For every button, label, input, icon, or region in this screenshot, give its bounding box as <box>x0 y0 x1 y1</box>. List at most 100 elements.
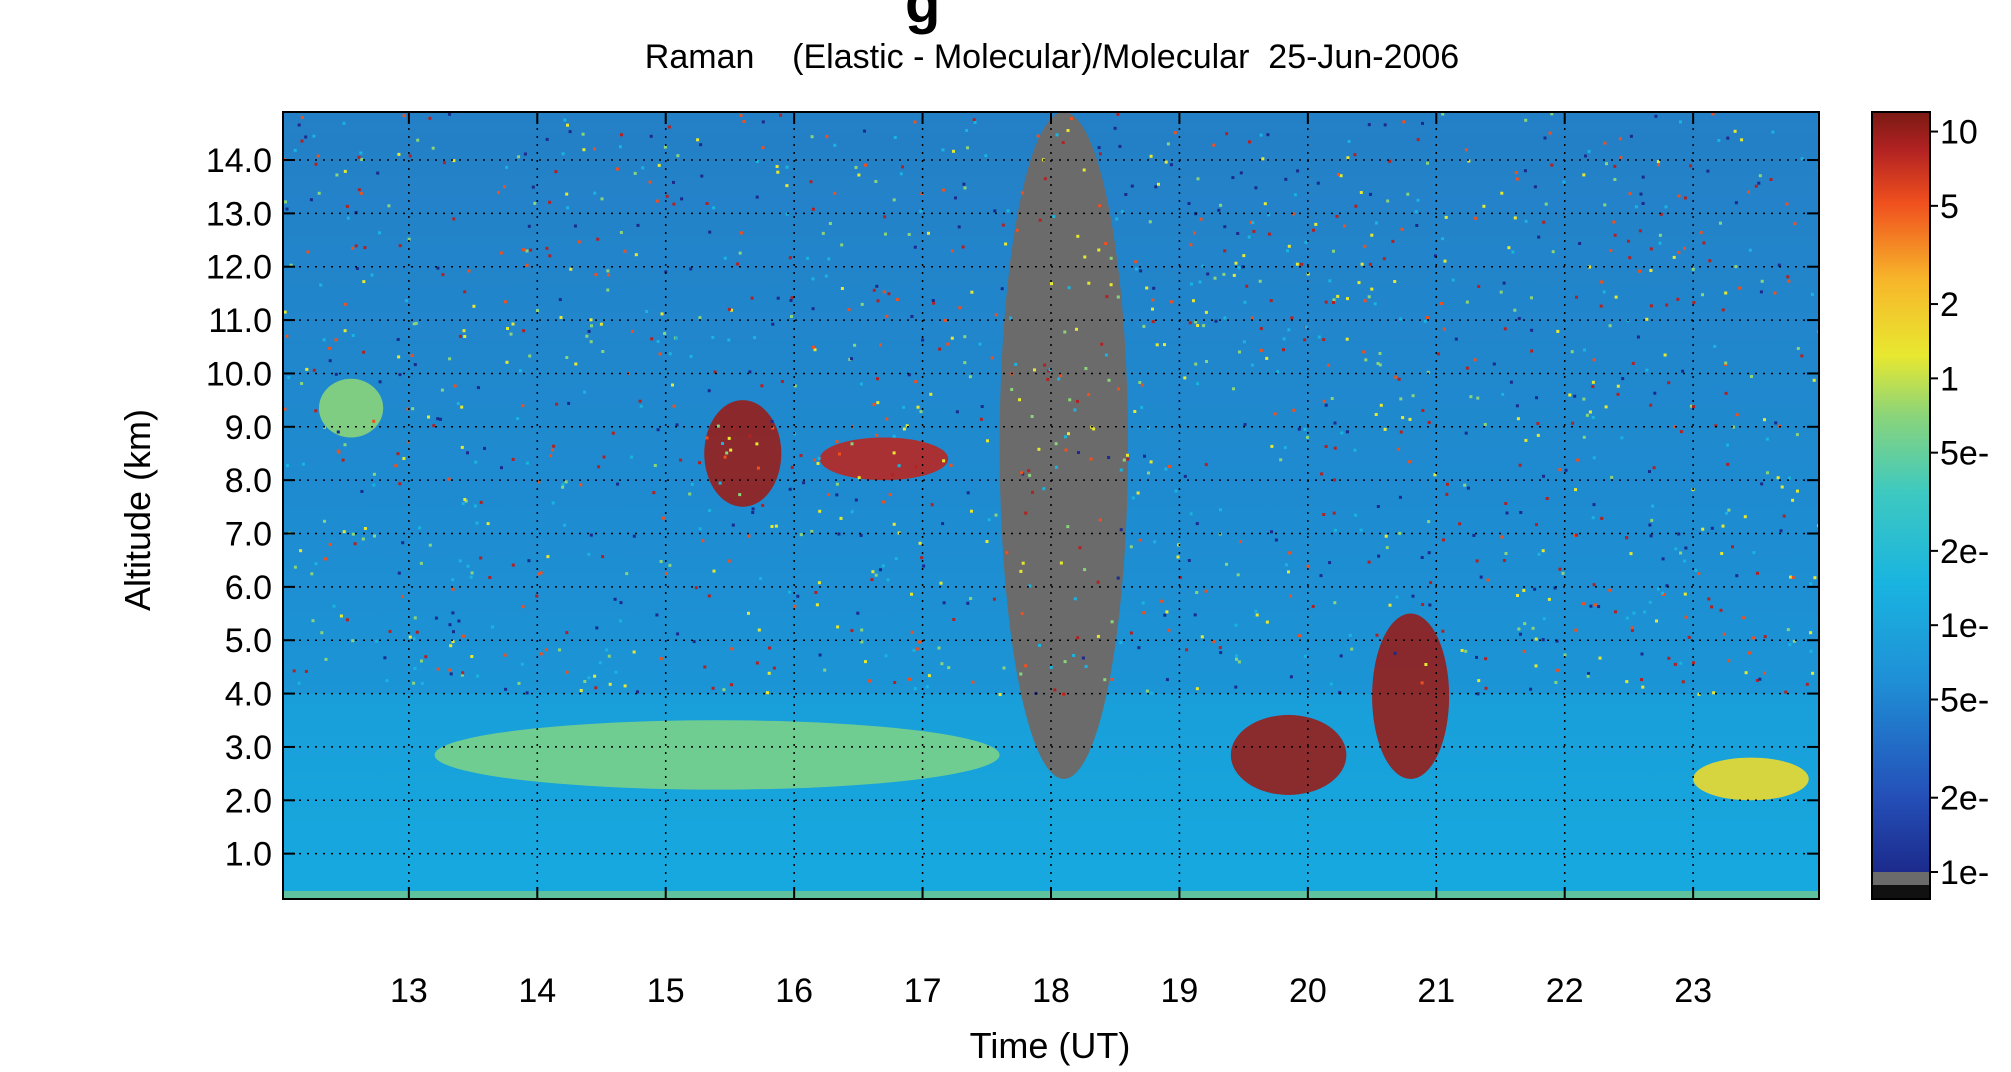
speckle <box>1219 651 1223 655</box>
speckle <box>1759 290 1763 294</box>
chart-subtitle: Raman (Elastic - Molecular)/Molecular 25… <box>645 38 1459 76</box>
speckle <box>1378 352 1382 355</box>
speckle <box>833 143 837 147</box>
speckle <box>1199 217 1203 221</box>
speckle <box>606 269 610 273</box>
speckle <box>283 310 287 314</box>
speckle <box>1107 456 1111 459</box>
speckle <box>927 231 930 235</box>
speckle <box>1235 657 1238 661</box>
speckle <box>304 135 308 139</box>
speckle <box>1399 430 1403 434</box>
speckle <box>376 171 380 175</box>
speckle <box>802 481 806 485</box>
speckle <box>1200 635 1204 639</box>
colorbar-ticks: 10 5 2 1 5e- 2e- 1e- 5e- 2e- 1e- <box>1930 114 1989 892</box>
speckle <box>1811 671 1815 675</box>
speckle <box>1659 212 1663 216</box>
speckle <box>871 570 875 574</box>
speckle <box>1120 210 1124 214</box>
speckle <box>606 288 610 292</box>
speckle <box>1784 690 1788 694</box>
speckle <box>1028 584 1032 588</box>
speckle <box>742 120 746 123</box>
speckle <box>1689 404 1693 408</box>
speckle <box>1777 263 1781 267</box>
speckle <box>1340 431 1344 435</box>
speckle <box>1534 664 1538 668</box>
speckle <box>1515 404 1519 408</box>
speckle <box>463 498 467 501</box>
speckle <box>817 456 821 460</box>
speckle <box>780 380 784 383</box>
speckle <box>968 375 972 379</box>
speckle <box>1163 613 1167 617</box>
speckle <box>1000 287 1004 291</box>
region-7 <box>999 112 1129 779</box>
speckle <box>938 347 942 351</box>
speckle <box>910 315 914 318</box>
speckle <box>1143 454 1146 458</box>
speckle <box>1360 262 1364 266</box>
speckle <box>1324 403 1328 407</box>
speckle <box>971 680 975 684</box>
speckle <box>1756 571 1759 575</box>
speckle <box>1042 487 1046 491</box>
speckle <box>993 209 997 213</box>
speckle <box>563 118 567 122</box>
speckle <box>1105 295 1109 299</box>
speckle <box>451 578 455 582</box>
speckle <box>1604 405 1608 409</box>
speckle <box>761 120 765 124</box>
speckle <box>605 648 609 652</box>
speckle <box>1252 229 1256 233</box>
speckle <box>549 454 553 458</box>
speckle <box>1234 623 1238 627</box>
speckle <box>790 465 794 469</box>
speckle <box>1147 471 1150 475</box>
speckle <box>1648 523 1652 527</box>
speckle <box>577 240 581 244</box>
speckle <box>342 530 346 534</box>
speckle <box>394 464 398 468</box>
speckle <box>568 130 572 134</box>
speckle <box>1679 551 1683 555</box>
speckle <box>908 677 911 681</box>
speckle <box>525 249 529 253</box>
speckle <box>788 487 792 491</box>
speckle <box>1327 363 1331 367</box>
speckle <box>950 336 954 340</box>
speckle <box>668 563 672 567</box>
speckle <box>1639 192 1643 196</box>
speckle <box>1113 126 1117 130</box>
speckle <box>788 590 792 594</box>
speckle <box>874 180 878 183</box>
speckle <box>774 524 778 528</box>
speckle <box>738 493 742 497</box>
speckle <box>362 350 366 354</box>
speckle <box>440 388 444 392</box>
speckle <box>636 223 640 227</box>
speckle <box>310 572 314 576</box>
speckle <box>334 338 338 342</box>
speckle <box>1531 626 1535 630</box>
speckle <box>488 576 492 579</box>
speckle <box>1583 348 1586 352</box>
speckle <box>1568 393 1572 397</box>
speckle <box>1661 557 1665 561</box>
colorbar-tick-label: 1e- <box>1940 607 1989 645</box>
speckle <box>1024 511 1028 515</box>
speckle <box>353 542 357 546</box>
speckle <box>727 338 731 342</box>
y-tick-label: 11.0 <box>208 302 272 340</box>
speckle <box>1399 317 1402 321</box>
speckle <box>594 273 598 277</box>
speckle <box>1766 471 1769 475</box>
speckle <box>653 464 657 467</box>
speckle <box>1755 678 1759 682</box>
speckle <box>362 280 366 284</box>
speckle <box>1726 462 1730 466</box>
speckle <box>1616 384 1620 388</box>
speckle <box>790 296 794 300</box>
speckle <box>990 356 994 360</box>
